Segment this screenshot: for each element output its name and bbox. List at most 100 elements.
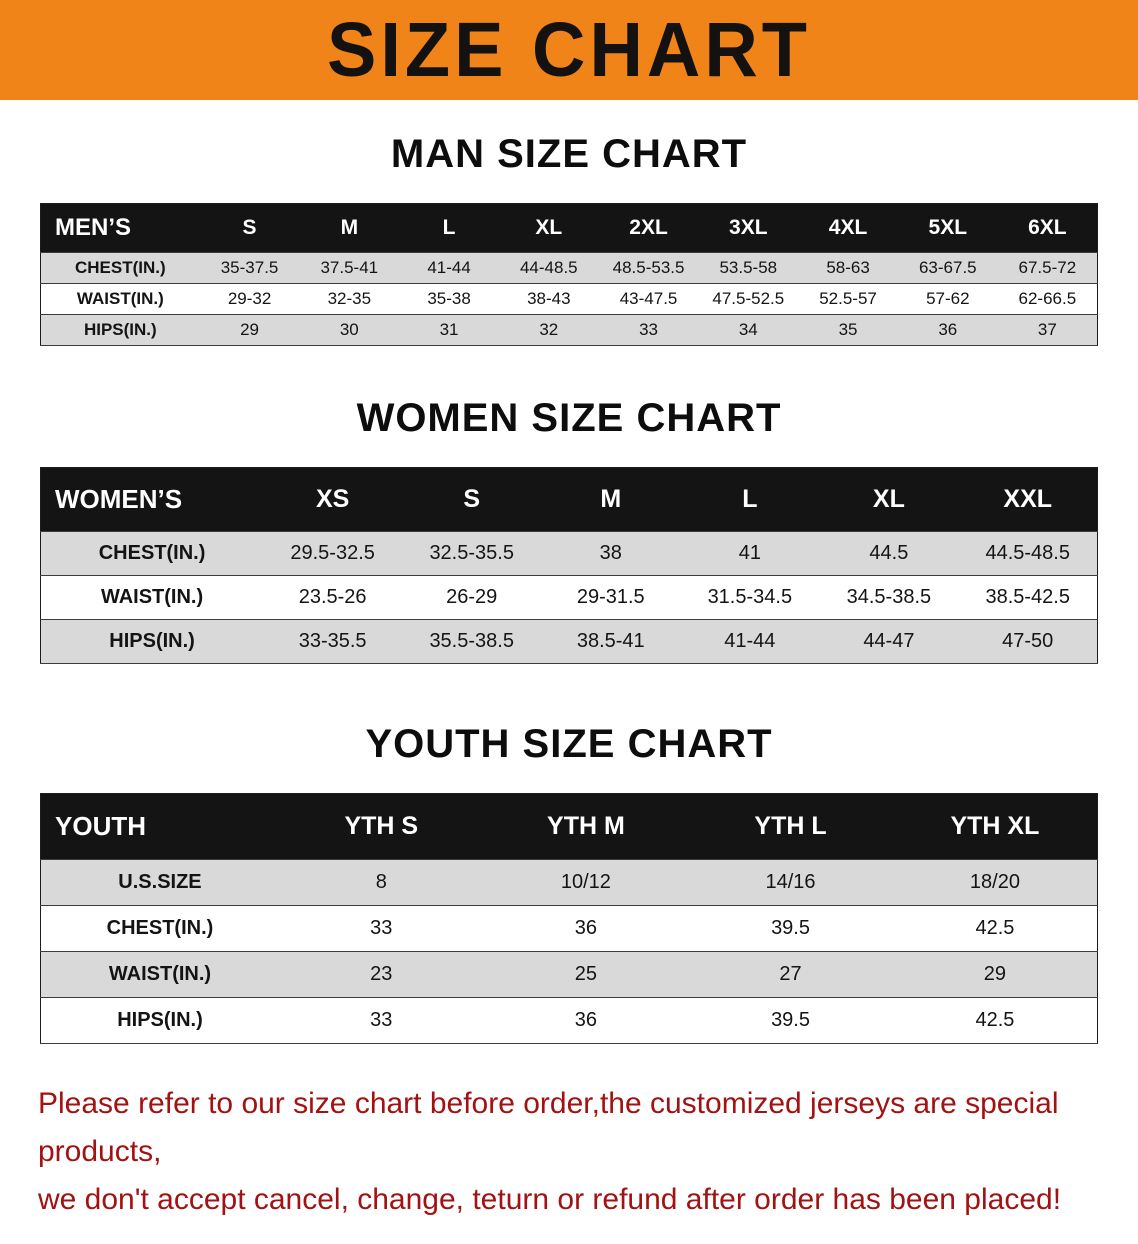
value-cell: 38-43	[527, 289, 571, 308]
value-cell: 23	[370, 963, 393, 985]
women-size-chart-section: WOMEN SIZE CHART WOMEN’S XS S M L XL XXL CHEST(…	[0, 396, 1138, 664]
size-column-header: S	[199, 203, 300, 253]
value-cell: 34.5-38.5	[846, 586, 932, 608]
value-cell: 32-35	[327, 289, 372, 308]
row-label-cell: CHEST(IN.)	[98, 542, 206, 564]
table-row: CHEST(IN.) 33 36 39.5 42.5	[40, 905, 1098, 952]
table-row: CHEST(IN.) 29.5-32.5 32.5-35.5 38 41 44.5 44.5…	[40, 531, 1098, 576]
value-cell: 31	[439, 320, 459, 339]
value-cell: 39.5	[771, 1009, 810, 1031]
table-row: HIPS(IN.) 33-35.5 35.5-38.5 38.5-41 41-44 44-…	[40, 619, 1098, 664]
table-row: U.S.SIZE 8 10/12 14/16 18/20	[40, 859, 1098, 906]
table-title-cell: YOUTH	[40, 793, 279, 860]
value-cell: 29	[240, 320, 260, 339]
value-cell: 58-63	[826, 258, 870, 277]
table-row: WAIST(IN.) 29-32 32-35 35-38 38-43 43-47.5 47.…	[40, 283, 1098, 315]
value-cell: 44.5	[869, 542, 909, 564]
value-cell: 41-44	[724, 630, 776, 652]
table-header-row: MEN’S S M L XL 2XL 3XL 4XL 5XL 6XL	[40, 203, 1098, 253]
table-row: HIPS(IN.) 29 30 31 32 33 34 35 36 37	[40, 314, 1098, 346]
size-column-header: XL	[498, 203, 599, 253]
value-cell: 38.5-42.5	[985, 586, 1070, 608]
value-cell: 27	[779, 963, 802, 985]
men-size-chart-section: MAN SIZE CHART MEN’S S M L XL 2XL 3XL 4XL 5XL 6XL…	[0, 132, 1138, 346]
value-cell: 47-50	[1002, 630, 1054, 652]
value-cell: 36	[938, 320, 958, 339]
value-cell: 31.5-34.5	[707, 586, 793, 608]
value-cell: 62-66.5	[1018, 289, 1077, 308]
size-column-header: 5XL	[897, 203, 998, 253]
value-cell: 35.5-38.5	[429, 630, 514, 652]
value-cell: 29	[983, 963, 1007, 985]
footer-note: Please refer to our size chart before or…	[38, 1080, 1108, 1224]
footer-note-line-1: Please refer to our size chart before or…	[38, 1087, 1059, 1168]
value-cell: 44-48.5	[519, 258, 578, 277]
value-cell: 52.5-57	[819, 289, 877, 308]
size-column-header: M	[299, 203, 400, 253]
size-column-header: YTH S	[278, 793, 484, 860]
value-cell: 37	[1037, 320, 1057, 339]
size-column-header: 3XL	[698, 203, 799, 253]
value-cell: 42.5	[975, 1009, 1015, 1031]
row-label-cell: WAIST(IN.)	[108, 963, 212, 985]
table-row: CHEST(IN.) 35-37.5 37.5-41 41-44 44-48.5 48.5…	[40, 252, 1098, 284]
value-cell: 63-67.5	[918, 258, 977, 277]
value-cell: 29-32	[227, 289, 272, 308]
size-column-header: YTH M	[483, 793, 689, 860]
value-cell: 33	[639, 320, 659, 339]
value-cell: 48.5-53.5	[612, 258, 685, 277]
value-cell: 53.5-58	[719, 258, 778, 277]
table-title-cell: WOMEN’S	[40, 467, 264, 532]
value-cell: 41-44	[427, 258, 471, 277]
value-cell: 32	[539, 320, 559, 339]
row-label-cell: U.S.SIZE	[118, 871, 202, 893]
row-label-cell: HIPS(IN.)	[109, 630, 195, 652]
value-cell: 67.5-72	[1018, 258, 1077, 277]
row-label-cell: HIPS(IN.)	[117, 1009, 203, 1031]
size-column-header: L	[399, 203, 499, 253]
value-cell: 25	[574, 963, 598, 985]
value-cell: 10/12	[560, 871, 611, 893]
value-cell: 42.5	[975, 917, 1015, 939]
value-cell: 38.5-41	[576, 630, 645, 652]
value-cell: 35-38	[427, 289, 471, 308]
value-cell: 33-35.5	[298, 630, 367, 652]
value-cell: 14/16	[765, 871, 816, 893]
size-column-header: YTH XL	[892, 793, 1098, 860]
size-column-header: XXL	[958, 467, 1098, 532]
row-label-cell: WAIST(IN.)	[100, 586, 204, 608]
value-cell: 37.5-41	[320, 258, 379, 277]
size-column-header: YTH L	[688, 793, 893, 860]
size-column-header: 6XL	[997, 203, 1098, 253]
table-row: WAIST(IN.) 23 25 27 29	[40, 951, 1098, 998]
value-cell: 43-47.5	[619, 289, 678, 308]
value-cell: 33	[370, 1009, 393, 1031]
men-section-heading: MAN SIZE CHART	[390, 132, 748, 176]
table-row: HIPS(IN.) 33 36 39.5 42.5	[40, 997, 1098, 1044]
footer-note-line-2: we don't accept cancel, change, teturn o…	[38, 1183, 1062, 1216]
value-cell: 8	[375, 871, 387, 893]
size-column-header: L	[680, 467, 820, 532]
women-size-table: WOMEN’S XS S M L XL XXL CHEST(IN.) 29.5-32.5 32.5…	[40, 467, 1098, 664]
size-column-header: S	[402, 467, 542, 532]
youth-size-table: YOUTH YTH S YTH M YTH L YTH XL U.S.SIZE 8 10/12…	[40, 793, 1098, 1044]
value-cell: 32.5-35.5	[429, 542, 514, 564]
value-cell: 47.5-52.5	[712, 289, 785, 308]
size-column-header: 4XL	[798, 203, 898, 253]
men-size-table: MEN’S S M L XL 2XL 3XL 4XL 5XL 6XL CHEST(IN.) 35-37…	[40, 203, 1098, 346]
value-cell: 39.5	[771, 917, 810, 939]
size-column-header: M	[541, 467, 681, 532]
value-cell: 18/20	[969, 871, 1020, 893]
value-cell: 38	[599, 542, 622, 564]
value-cell: 34	[738, 320, 758, 339]
value-cell: 30	[339, 320, 359, 339]
value-cell: 44-47	[863, 630, 915, 652]
value-cell: 44.5-48.5	[985, 542, 1070, 564]
value-cell: 23.5-26	[298, 586, 367, 608]
value-cell: 33	[370, 917, 393, 939]
value-cell: 29-31.5	[576, 586, 645, 608]
table-row: WAIST(IN.) 23.5-26 26-29 29-31.5 31.5-34.5 34…	[40, 575, 1098, 620]
youth-section-heading: YOUTH SIZE CHART	[365, 722, 773, 766]
row-label-cell: HIPS(IN.)	[83, 320, 157, 339]
value-cell: 35-37.5	[220, 258, 279, 277]
